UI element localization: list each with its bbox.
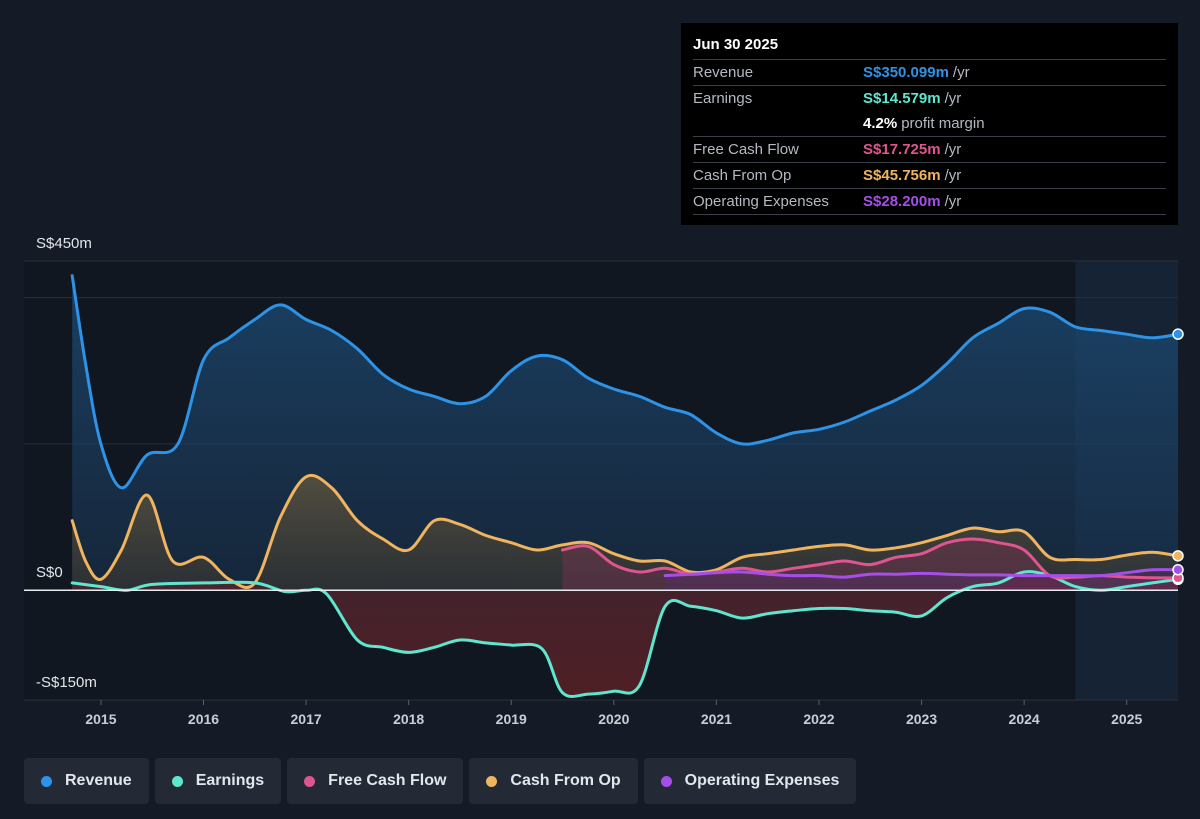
tooltip-date: Jun 30 2025 [693, 36, 779, 53]
x-tick-label: 2015 [85, 711, 116, 727]
legend-item-cash-from-op[interactable]: Cash From Op [469, 758, 638, 804]
cash-from-op-end-marker [1172, 550, 1184, 562]
earnings-area [72, 571, 1179, 697]
x-tick-label: 2024 [1009, 711, 1040, 727]
x-tick-label: 2018 [393, 711, 424, 727]
tooltip-row-label: Revenue [693, 64, 754, 81]
tooltip-row-label: Cash From Op [693, 167, 792, 184]
cash-from-op-line [70, 473, 1180, 589]
legend-item-revenue[interactable]: Revenue [24, 758, 149, 804]
operating-expenses-end-marker [1172, 564, 1184, 576]
cash-from-op-area [72, 475, 1179, 591]
tooltip-rows: Revenue S$350.099m/yr Earnings S$14.579m/yr… [693, 59, 1166, 215]
tooltip-row: 4.2% profit margin [693, 111, 1166, 136]
legend-label: Free Cash Flow [328, 772, 447, 789]
tooltip-row-label: Earnings [693, 90, 753, 107]
operating-expenses-area [665, 569, 1178, 591]
tooltip-row-unit: /yr [944, 90, 962, 107]
tooltip-row: Earnings S$14.579m/yr [693, 85, 1166, 111]
tooltip-row: Cash From Op S$45.756m/yr [693, 162, 1166, 188]
y-tick-label: -S$150m [36, 674, 97, 691]
x-tick-label: 2017 [291, 711, 322, 727]
tooltip-row-label: Operating Expenses [693, 193, 829, 210]
legend-dot-icon [660, 775, 672, 787]
tooltip-row-label [693, 111, 863, 136]
legend-dot-icon [486, 775, 498, 787]
tooltip-row-unit: profit margin [901, 115, 985, 132]
tooltip-row-label: Free Cash Flow [693, 141, 799, 158]
operating-expenses-line [663, 568, 1180, 579]
y-tick-label: S$0 [36, 564, 63, 581]
tooltip-row-value: S$350.099m [863, 64, 949, 81]
tooltip-row-unit: /yr [944, 141, 962, 158]
tooltip-panel: Jun 30 2025 Revenue S$350.099m/yr Earnings… [681, 23, 1178, 225]
tooltip-row: Free Cash Flow S$17.725m/yr [693, 136, 1166, 162]
legend-dot-icon [41, 775, 52, 787]
tooltip-row-unit: /yr [944, 193, 962, 210]
tooltip-row-value: S$28.200m [863, 193, 941, 210]
series-end-markers [1172, 328, 1184, 586]
x-tick-label: 2022 [803, 711, 834, 727]
legend-dot-icon [171, 775, 183, 787]
x-tick-label: 2023 [906, 711, 937, 727]
legend-label: Operating Expenses [684, 772, 840, 789]
revenue-line [70, 274, 1180, 490]
legend-dot-icon [304, 775, 316, 787]
tooltip-row-value: S$17.725m [863, 141, 941, 158]
tooltip-row-value: S$14.579m [863, 90, 941, 107]
y-tick-label: S$450m [36, 235, 92, 252]
tooltip-row: Operating Expenses S$28.200m/yr [693, 188, 1166, 215]
x-tick-label: 2016 [188, 711, 219, 727]
tooltip-row-unit: /yr [952, 64, 970, 81]
legend-label: Revenue [65, 772, 132, 789]
revenue-end-marker [1172, 328, 1184, 340]
tooltip-row: Revenue S$350.099m/yr [693, 59, 1166, 85]
x-tick-label: 2020 [598, 711, 629, 727]
x-tick-label: 2025 [1111, 711, 1142, 727]
tooltip-row-value: S$45.756m [863, 167, 941, 184]
tooltip-row-value: 4.2% [863, 115, 898, 132]
x-tick-label: 2021 [701, 711, 732, 727]
legend: Revenue Earnings Free Cash Flow Cash From O… [24, 758, 857, 804]
x-tick-label: 2019 [496, 711, 527, 727]
legend-item-earnings[interactable]: Earnings [154, 758, 282, 804]
legend-label: Cash From Op [510, 772, 621, 789]
legend-label: Earnings [195, 772, 265, 789]
legend-item-free-cash-flow[interactable]: Free Cash Flow [287, 758, 464, 804]
tooltip-row-unit: /yr [944, 167, 962, 184]
axes: S$450m S$0 -S$150m 2015 2016 2017 2018 2019 2020… [24, 235, 1178, 727]
legend-item-operating-expenses[interactable]: Operating Expenses [643, 758, 857, 804]
